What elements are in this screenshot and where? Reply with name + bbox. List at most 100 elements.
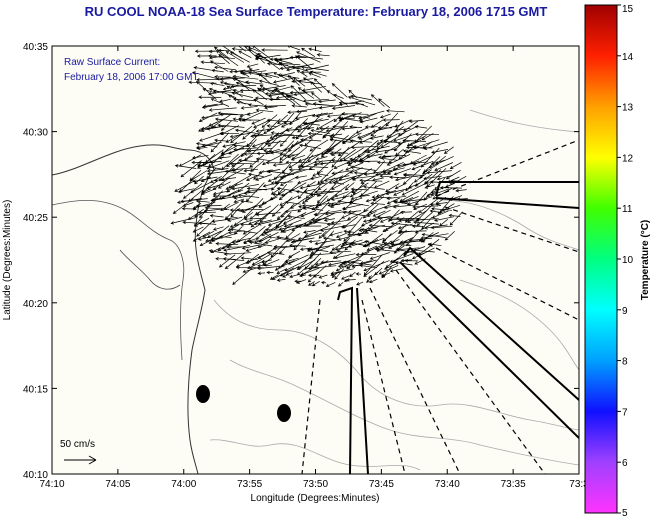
colorbar-tick-label: 13 (622, 103, 634, 114)
current-vector (299, 143, 321, 149)
current-vector (326, 149, 349, 154)
current-vector (287, 214, 306, 220)
current-vector (313, 159, 334, 164)
current-vector (227, 216, 243, 222)
current-vector (382, 139, 400, 144)
coastline-inner (52, 200, 185, 361)
current-vector (194, 49, 216, 54)
current-vector (279, 140, 295, 156)
current-vector (200, 125, 229, 131)
current-vector (311, 112, 328, 118)
scale-arrow (64, 455, 97, 465)
current-vector (217, 111, 238, 115)
bathy-contour-5 (459, 279, 579, 371)
current-vector (219, 131, 239, 136)
current-vector (318, 274, 328, 279)
current-vector (222, 257, 245, 261)
current-vector (206, 169, 236, 176)
current-vector (368, 209, 391, 222)
current-vector (291, 135, 308, 140)
current-vector (219, 112, 244, 117)
current-vector (266, 270, 274, 275)
current-vector (308, 281, 315, 286)
current-vector (249, 154, 265, 168)
current-vector (272, 163, 288, 167)
current-vector (255, 157, 271, 162)
current-vector (264, 140, 287, 146)
current-vector (361, 218, 378, 227)
current-vector (222, 141, 246, 148)
current-vector (341, 224, 356, 229)
x-axis-label: Longitude (Degrees:Minutes) (251, 493, 380, 504)
current-vector (257, 264, 272, 268)
current-vector (320, 260, 342, 264)
current-vector (303, 118, 329, 126)
current-vector (238, 46, 246, 52)
current-vector (255, 128, 274, 133)
current-vector (379, 113, 391, 119)
current-vector (261, 114, 278, 128)
current-vector (316, 172, 329, 176)
current-vector (380, 244, 399, 250)
current-vector (257, 87, 273, 99)
current-vector (325, 125, 348, 133)
current-vector (355, 252, 377, 257)
current-vector (439, 185, 463, 190)
current-vector (373, 271, 379, 276)
current-vector (364, 125, 378, 129)
current-vector (229, 219, 253, 228)
current-vector (235, 265, 265, 270)
current-vector (311, 281, 320, 287)
current-vector (315, 112, 334, 118)
current-vector (283, 212, 307, 225)
current-vector (374, 148, 398, 154)
current-vector (431, 207, 453, 211)
current-vector (229, 132, 250, 139)
current-vector (212, 89, 239, 94)
current-vector (331, 243, 342, 251)
current-vector (378, 155, 392, 160)
current-vector (196, 146, 208, 151)
current-vector (309, 70, 327, 77)
channel-solid-4 (399, 261, 579, 439)
current-vector (258, 197, 274, 208)
current-vector (208, 249, 232, 255)
current-vector (261, 48, 288, 52)
colorbar-tick-label: 10 (622, 255, 634, 266)
current-vector (277, 114, 289, 125)
current-vector (401, 161, 428, 167)
x-tick-label: 73:55 (237, 479, 262, 490)
current-vector (192, 226, 204, 233)
current-vector (229, 208, 243, 212)
current-vector (358, 194, 370, 198)
current-vector (300, 138, 322, 142)
current-vector (225, 51, 245, 63)
current-vector (430, 225, 453, 230)
current-vector (255, 174, 272, 181)
current-vector (190, 181, 211, 194)
current-vector (238, 118, 260, 122)
current-vector (401, 182, 428, 196)
current-vector (224, 252, 246, 270)
current-vector (296, 279, 307, 284)
current-vector (195, 199, 210, 203)
current-vector (289, 243, 306, 248)
current-vector (206, 183, 225, 190)
current-vector (264, 106, 278, 110)
current-vector (331, 105, 355, 110)
current-vector (170, 217, 197, 225)
current-vector (276, 235, 301, 242)
current-vector (428, 156, 454, 169)
current-vector (384, 140, 406, 154)
current-vector (229, 51, 250, 63)
current-vector (181, 206, 194, 211)
current-vector (257, 73, 272, 85)
current-vector (393, 132, 418, 143)
current-vector (353, 171, 370, 175)
current-vector (279, 125, 300, 147)
current-vector (219, 98, 231, 103)
current-vector (399, 190, 420, 202)
current-vector (324, 148, 335, 154)
current-vector (257, 52, 281, 70)
current-vector (270, 131, 294, 136)
